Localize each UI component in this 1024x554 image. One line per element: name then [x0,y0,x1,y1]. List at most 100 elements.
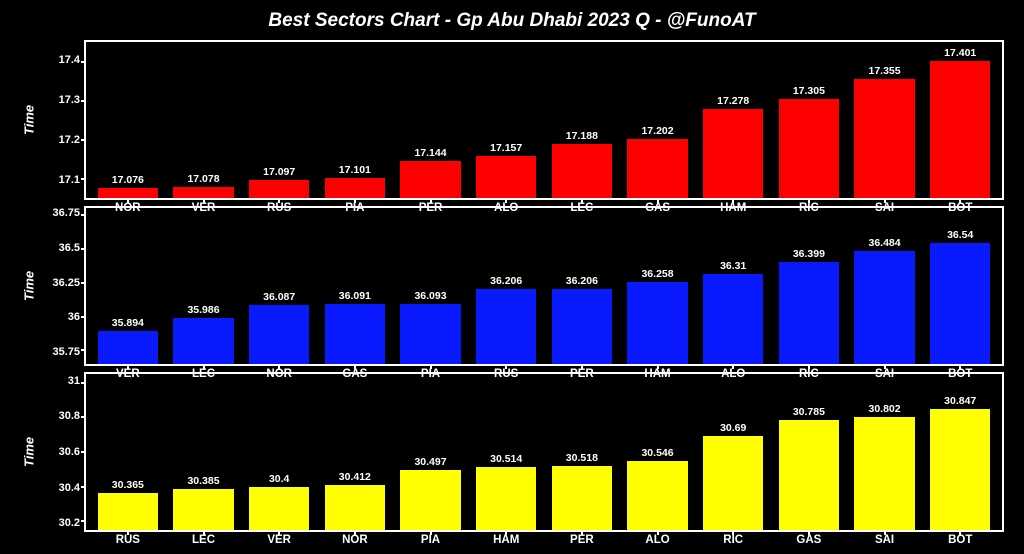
bar-value-label: 17.157 [490,142,522,154]
bar [854,79,915,198]
y-axis: 17.117.217.317.4 [38,40,84,200]
bar-column: 36.091GAS [317,208,393,364]
y-tick-label: 36 [68,311,80,323]
y-tick-label: 36.25 [52,277,80,289]
sector-panel-2: Time35.753636.2536.536.7535.894VER35.986… [20,206,1004,366]
bar [400,161,461,198]
bar-value-label: 17.078 [187,173,219,185]
bar-value-label: 17.278 [717,95,749,107]
x-tick-label: GAS [796,534,821,546]
bar-value-label: 30.514 [490,453,522,465]
bar-column: 30.514HAM [468,374,544,530]
y-axis-label: Time [20,40,38,200]
plot-area: 30.365RUS30.385LEC30.4VER30.412NOR30.497… [84,372,1004,532]
y-tick-mark [81,486,86,488]
bar-column: 30.497PIA [393,374,469,530]
bar-value-label: 17.305 [793,85,825,97]
bar-column: 36.484SAI [847,208,923,364]
bar-column: 17.305RIC [771,42,847,198]
bar [552,466,613,530]
bar [173,489,234,530]
bar-column: 17.097RUS [241,42,317,198]
x-tick-label: SAI [875,534,894,546]
bar-value-label: 17.188 [566,130,598,142]
bar-value-label: 30.385 [187,475,219,487]
x-tick-label: PIA [421,534,440,546]
bar-value-label: 30.847 [944,395,976,407]
bar-column: 17.355SAI [847,42,923,198]
x-tick-label: VER [267,534,291,546]
bar [703,109,764,198]
bar [98,188,159,198]
bar-value-label: 36.206 [566,275,598,287]
bar [627,461,688,530]
y-axis: 35.753636.2536.536.75 [38,206,84,366]
bar [476,156,537,198]
bar [400,470,461,530]
bar [98,331,159,364]
plot-area: 17.076NOR17.078VER17.097RUS17.101PIA17.1… [84,40,1004,200]
bar-column: 17.144PER [393,42,469,198]
bar-value-label: 36.093 [414,290,446,302]
bar-column: 17.188LEC [544,42,620,198]
y-tick-mark [81,61,86,63]
bar-column: 30.518PER [544,374,620,530]
bar [249,487,310,530]
bar [249,180,310,198]
bar-value-label: 36.54 [947,229,973,241]
bar-value-label: 36.091 [339,290,371,302]
bar [627,139,688,198]
bar-column: 36.31ALO [695,208,771,364]
bar-value-label: 36.31 [720,260,746,272]
y-tick-label: 30.8 [59,410,80,422]
bar-column: 17.401BOT [922,42,998,198]
y-axis-label: Time [20,206,38,366]
bar-value-label: 30.365 [112,479,144,491]
bar-value-label: 36.484 [868,237,900,249]
bar [98,493,159,530]
bar-value-label: 17.097 [263,166,295,178]
bar [552,144,613,198]
x-tick-label: RUS [116,534,140,546]
y-tick-label: 17.1 [59,174,80,186]
chart-title: Best Sectors Chart - Gp Abu Dhabi 2023 Q… [20,10,1004,32]
y-tick-label: 35.75 [52,346,80,358]
y-tick-label: 30.6 [59,446,80,458]
bar-column: 30.365RUS [90,374,166,530]
y-tick-mark [81,248,86,250]
bar [325,485,386,530]
bar-column: 35.894VER [90,208,166,364]
y-tick-label: 17.3 [59,94,80,106]
bar-value-label: 35.894 [112,317,144,329]
bar-value-label: 30.802 [868,403,900,415]
bar [703,436,764,530]
y-tick-mark [81,178,86,180]
bar-column: 36.093PIA [393,208,469,364]
bar-value-label: 30.497 [414,456,446,468]
bar [249,305,310,364]
bar-column: 17.101PIA [317,42,393,198]
bar [476,289,537,364]
bar [325,178,386,198]
bar [552,289,613,364]
bar-value-label: 17.076 [112,174,144,186]
x-tick-label: BOT [948,534,972,546]
bar [854,417,915,530]
bar-column: 35.986LEC [166,208,242,364]
bar-value-label: 30.518 [566,452,598,464]
bar [854,251,915,364]
bar-value-label: 30.785 [793,406,825,418]
y-axis: 30.230.430.630.831 [38,372,84,532]
bar-value-label: 36.399 [793,248,825,260]
bar-column: 30.802SAI [847,374,923,530]
bar-column: 30.385LEC [166,374,242,530]
y-tick-mark [81,349,86,351]
bar-value-label: 36.087 [263,291,295,303]
y-tick-label: 30.2 [59,517,80,529]
bar-value-label: 30.4 [269,473,289,485]
bar-column: 36.258HAM [620,208,696,364]
x-tick-label: ALO [645,534,669,546]
bar [779,99,840,198]
bar-column: 36.206RUS [468,208,544,364]
y-tick-mark [81,100,86,102]
